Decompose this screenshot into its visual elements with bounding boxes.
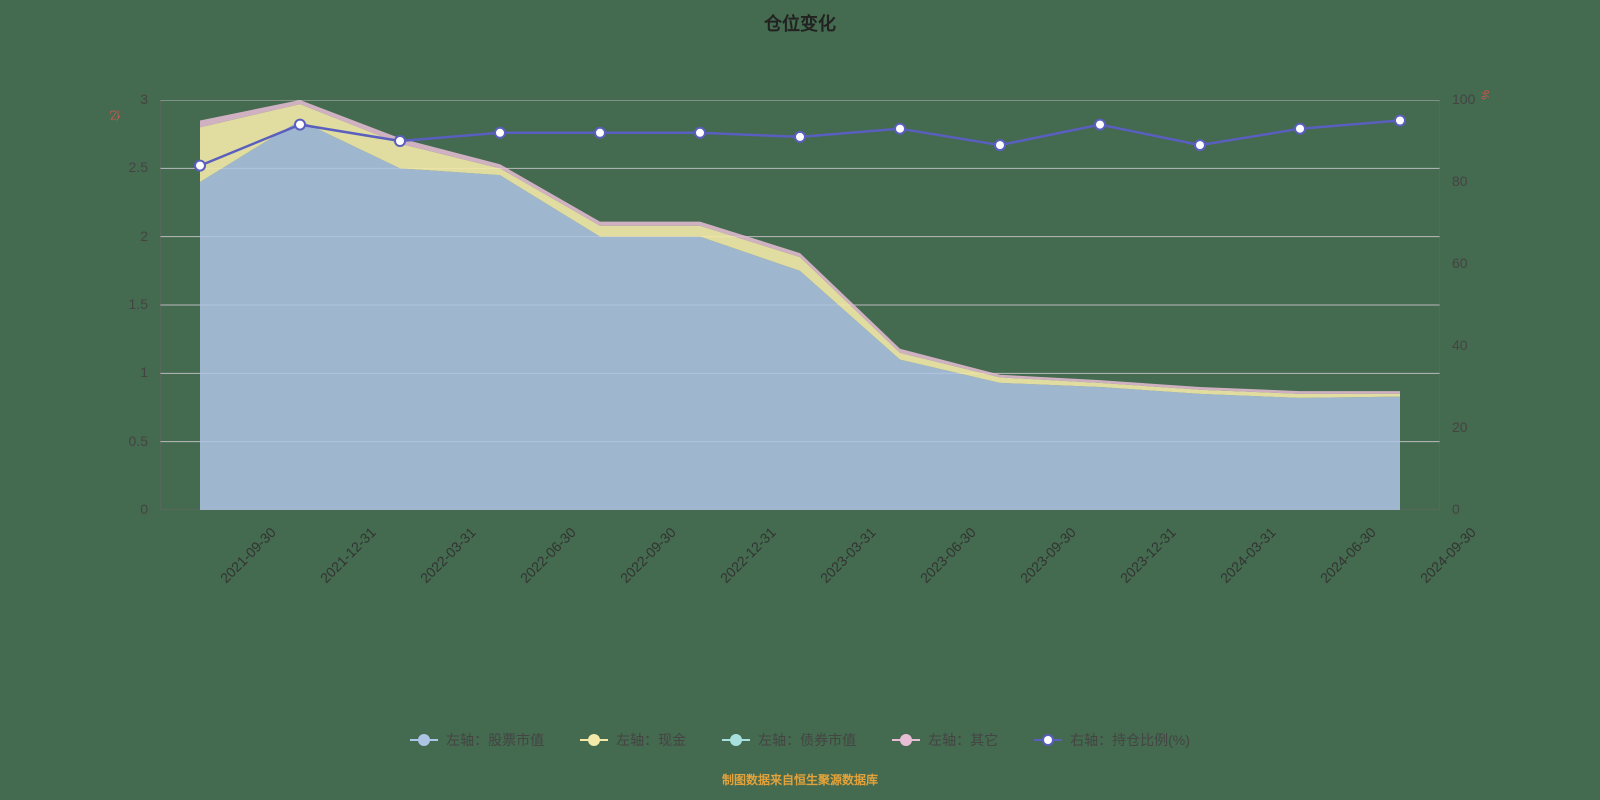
x-tick-label: 2023-03-31: [817, 524, 879, 586]
x-tick-label: 2022-12-31: [717, 524, 779, 586]
marker-ratio: [295, 120, 305, 130]
y-tick-label: 1.5: [108, 296, 148, 312]
area-stock: [200, 121, 1400, 511]
left-axis-label: 亿: [108, 110, 124, 121]
plot-area: [160, 100, 1440, 510]
legend-label: 左轴：现金: [616, 730, 686, 750]
legend-swatch-other: [892, 733, 920, 747]
plot-svg: [160, 100, 1440, 510]
y-tick-label: 0.5: [108, 433, 148, 449]
marker-ratio: [1295, 124, 1305, 134]
y2-tick-label: 100: [1452, 91, 1502, 107]
y-tick-label: 2: [108, 228, 148, 244]
y-tick-label: 2.5: [108, 159, 148, 175]
legend-label: 右轴：持仓比例(%): [1070, 730, 1190, 750]
y2-tick-label: 40: [1452, 337, 1502, 353]
marker-ratio: [195, 161, 205, 171]
legend-swatch-stock: [410, 733, 438, 747]
legend-swatch-ratio: [1034, 733, 1062, 747]
chart-title: 仓位变化: [0, 10, 1600, 36]
y2-tick-label: 0: [1452, 501, 1502, 517]
legend-swatch-bond: [722, 733, 750, 747]
x-tick-label: 2024-06-30: [1317, 524, 1379, 586]
x-tick-label: 2023-06-30: [917, 524, 979, 586]
legend-label: 左轴：债券市值: [758, 730, 856, 750]
marker-ratio: [695, 128, 705, 138]
x-tick-label: 2024-03-31: [1217, 524, 1279, 586]
chart-footer: 制图数据来自恒生聚源数据库: [0, 771, 1600, 788]
x-tick-label: 2023-12-31: [1117, 524, 1179, 586]
legend-label: 左轴：股票市值: [446, 730, 544, 750]
legend: 左轴：股票市值 左轴：现金 左轴：债券市值 左轴：其它 右轴：持仓比例(%): [0, 730, 1600, 750]
y2-tick-label: 60: [1452, 255, 1502, 271]
legend-item-bond[interactable]: 左轴：债券市值: [722, 730, 856, 750]
y-tick-label: 1: [108, 364, 148, 380]
x-tick-label: 2022-09-30: [617, 524, 679, 586]
marker-ratio: [395, 136, 405, 146]
marker-ratio: [595, 128, 605, 138]
marker-ratio: [1095, 120, 1105, 130]
marker-ratio: [795, 132, 805, 142]
x-tick-label: 2021-12-31: [317, 524, 379, 586]
x-tick-label: 2021-09-30: [217, 524, 279, 586]
legend-item-other[interactable]: 左轴：其它: [892, 730, 998, 750]
marker-ratio: [495, 128, 505, 138]
y-tick-label: 3: [108, 91, 148, 107]
legend-item-stock[interactable]: 左轴：股票市值: [410, 730, 544, 750]
marker-ratio: [1195, 140, 1205, 150]
marker-ratio: [995, 140, 1005, 150]
legend-item-ratio[interactable]: 右轴：持仓比例(%): [1034, 730, 1190, 750]
x-tick-label: 2023-09-30: [1017, 524, 1079, 586]
legend-swatch-cash: [580, 733, 608, 747]
legend-label: 左轴：其它: [928, 730, 998, 750]
y-tick-label: 0: [108, 501, 148, 517]
x-tick-label: 2024-09-30: [1417, 524, 1479, 586]
marker-ratio: [1395, 116, 1405, 126]
marker-ratio: [895, 124, 905, 134]
legend-item-cash[interactable]: 左轴：现金: [580, 730, 686, 750]
chart-container: 仓位变化 亿 % 00.511.522.53 020406080100 2021…: [0, 0, 1600, 800]
x-tick-label: 2022-06-30: [517, 524, 579, 586]
y2-tick-label: 80: [1452, 173, 1502, 189]
x-tick-label: 2022-03-31: [417, 524, 479, 586]
y2-tick-label: 20: [1452, 419, 1502, 435]
